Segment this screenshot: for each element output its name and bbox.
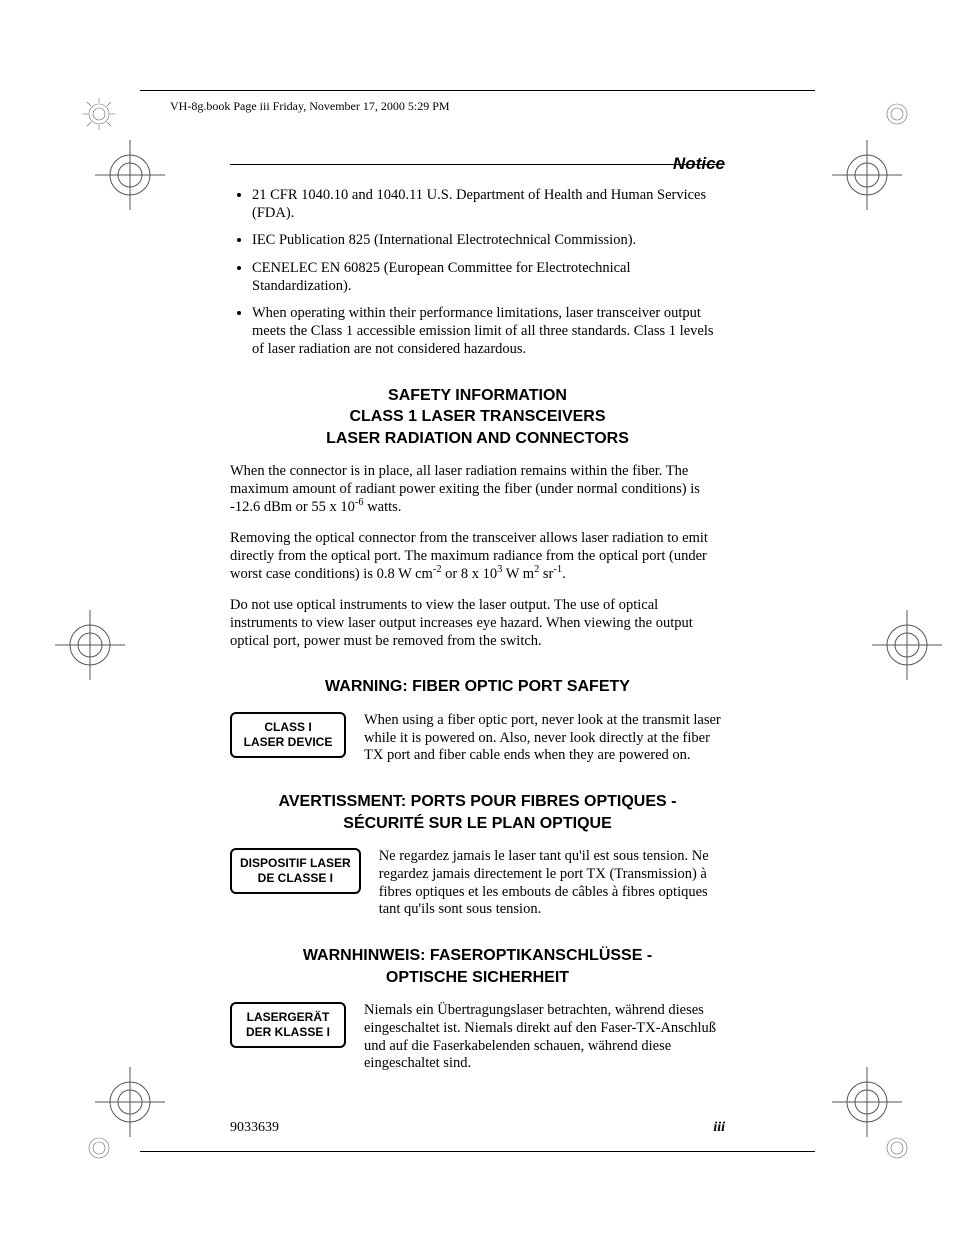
page-footer: 9033639 iii [230,1120,725,1136]
warning-en-text: When using a fiber optic port, never loo… [364,712,725,765]
bullet-item: IEC Publication 825 (International Elect… [252,232,725,250]
warning-en-block: CLASS I LASER DEVICE When using a fiber … [230,712,725,765]
warning-de-text: Niemals ein Übertragungslaser betrachten… [364,1002,725,1073]
label-line: DE CLASSE I [258,871,333,885]
safety-para-3: Do not use optical instruments to view t… [230,597,725,650]
safety-para-2: Removing the optical connector from the … [230,530,725,583]
text: W m [502,566,534,582]
bullet-item: When operating within their performance … [252,305,725,358]
warning-fr-title: AVERTISSMENT: PORTS POUR FIBRES OPTIQUES… [230,791,725,834]
running-header: Notice [673,154,725,174]
text: sr [539,566,553,582]
warning-en-title: WARNING: FIBER OPTIC PORT SAFETY [230,676,725,698]
safety-title: SAFETY INFORMATION CLASS 1 LASER TRANSCE… [230,385,725,450]
warning-fr-text: Ne regardez jamais le laser tant qu'il e… [379,848,725,919]
label-line: DISPOSITIF LASER [240,856,351,870]
bullet-item: 21 CFR 1040.10 and 1040.11 U.S. Departme… [252,187,725,222]
reg-mark-ml [55,610,125,680]
bullet-list: 21 CFR 1040.10 and 1040.11 U.S. Departme… [238,187,725,359]
label-line: LASERGERÄT [247,1010,330,1024]
exponent: -1 [553,564,562,575]
bullet-item: CENELEC EN 60825 (European Committee for… [252,260,725,295]
warning-de-block: LASERGERÄT DER KLASSE I Niemals ein Über… [230,1002,725,1073]
crop-sun-tr [880,97,914,131]
label-line: LASER DEVICE [244,735,333,749]
laser-label-fr: DISPOSITIF LASER DE CLASSE I [230,848,361,894]
laser-label-de: LASERGERÄT DER KLASSE I [230,1002,346,1048]
text: watts. [364,499,402,515]
safety-title-l1: SAFETY INFORMATION [388,387,567,404]
label-line: DER KLASSE I [246,1025,330,1039]
doc-number: 9033639 [230,1120,279,1136]
page-frame: VH-8g.book Page iii Friday, November 17,… [140,90,815,1152]
reg-mark-br [832,1067,902,1137]
text: . [562,566,566,582]
page-number: iii [713,1120,725,1136]
reg-mark-tr [832,140,902,210]
safety-title-l2: CLASS 1 LASER TRANSCEIVERS [349,408,605,425]
safety-title-l3: LASER RADIATION AND CONNECTORS [326,430,629,447]
title-line: SÉCURITÉ SUR LE PLAN OPTIQUE [343,815,611,832]
title-line: WARNHINWEIS: FASEROPTIKANSCHLÜSSE - [303,947,652,964]
warning-fr-block: DISPOSITIF LASER DE CLASSE I Ne regardez… [230,848,725,919]
text: When the connector is in place, all lase… [230,463,700,514]
laser-label-en: CLASS I LASER DEVICE [230,712,346,758]
label-line: CLASS I [264,720,311,734]
reg-mark-mr [872,610,942,680]
safety-para-1: When the connector is in place, all lase… [230,463,725,516]
crop-sun-tl [82,97,116,131]
exponent: -6 [355,497,364,508]
text: or 8 x 10 [442,566,498,582]
crop-header-line: VH-8g.book Page iii Friday, November 17,… [140,91,815,118]
warning-de-title: WARNHINWEIS: FASEROPTIKANSCHLÜSSE - OPTI… [230,945,725,988]
title-line: AVERTISSMENT: PORTS POUR FIBRES OPTIQUES… [279,793,677,810]
exponent: -2 [433,564,442,575]
page-content: 21 CFR 1040.10 and 1040.11 U.S. Departme… [140,165,815,1073]
title-line: OPTISCHE SICHERHEIT [386,969,569,986]
